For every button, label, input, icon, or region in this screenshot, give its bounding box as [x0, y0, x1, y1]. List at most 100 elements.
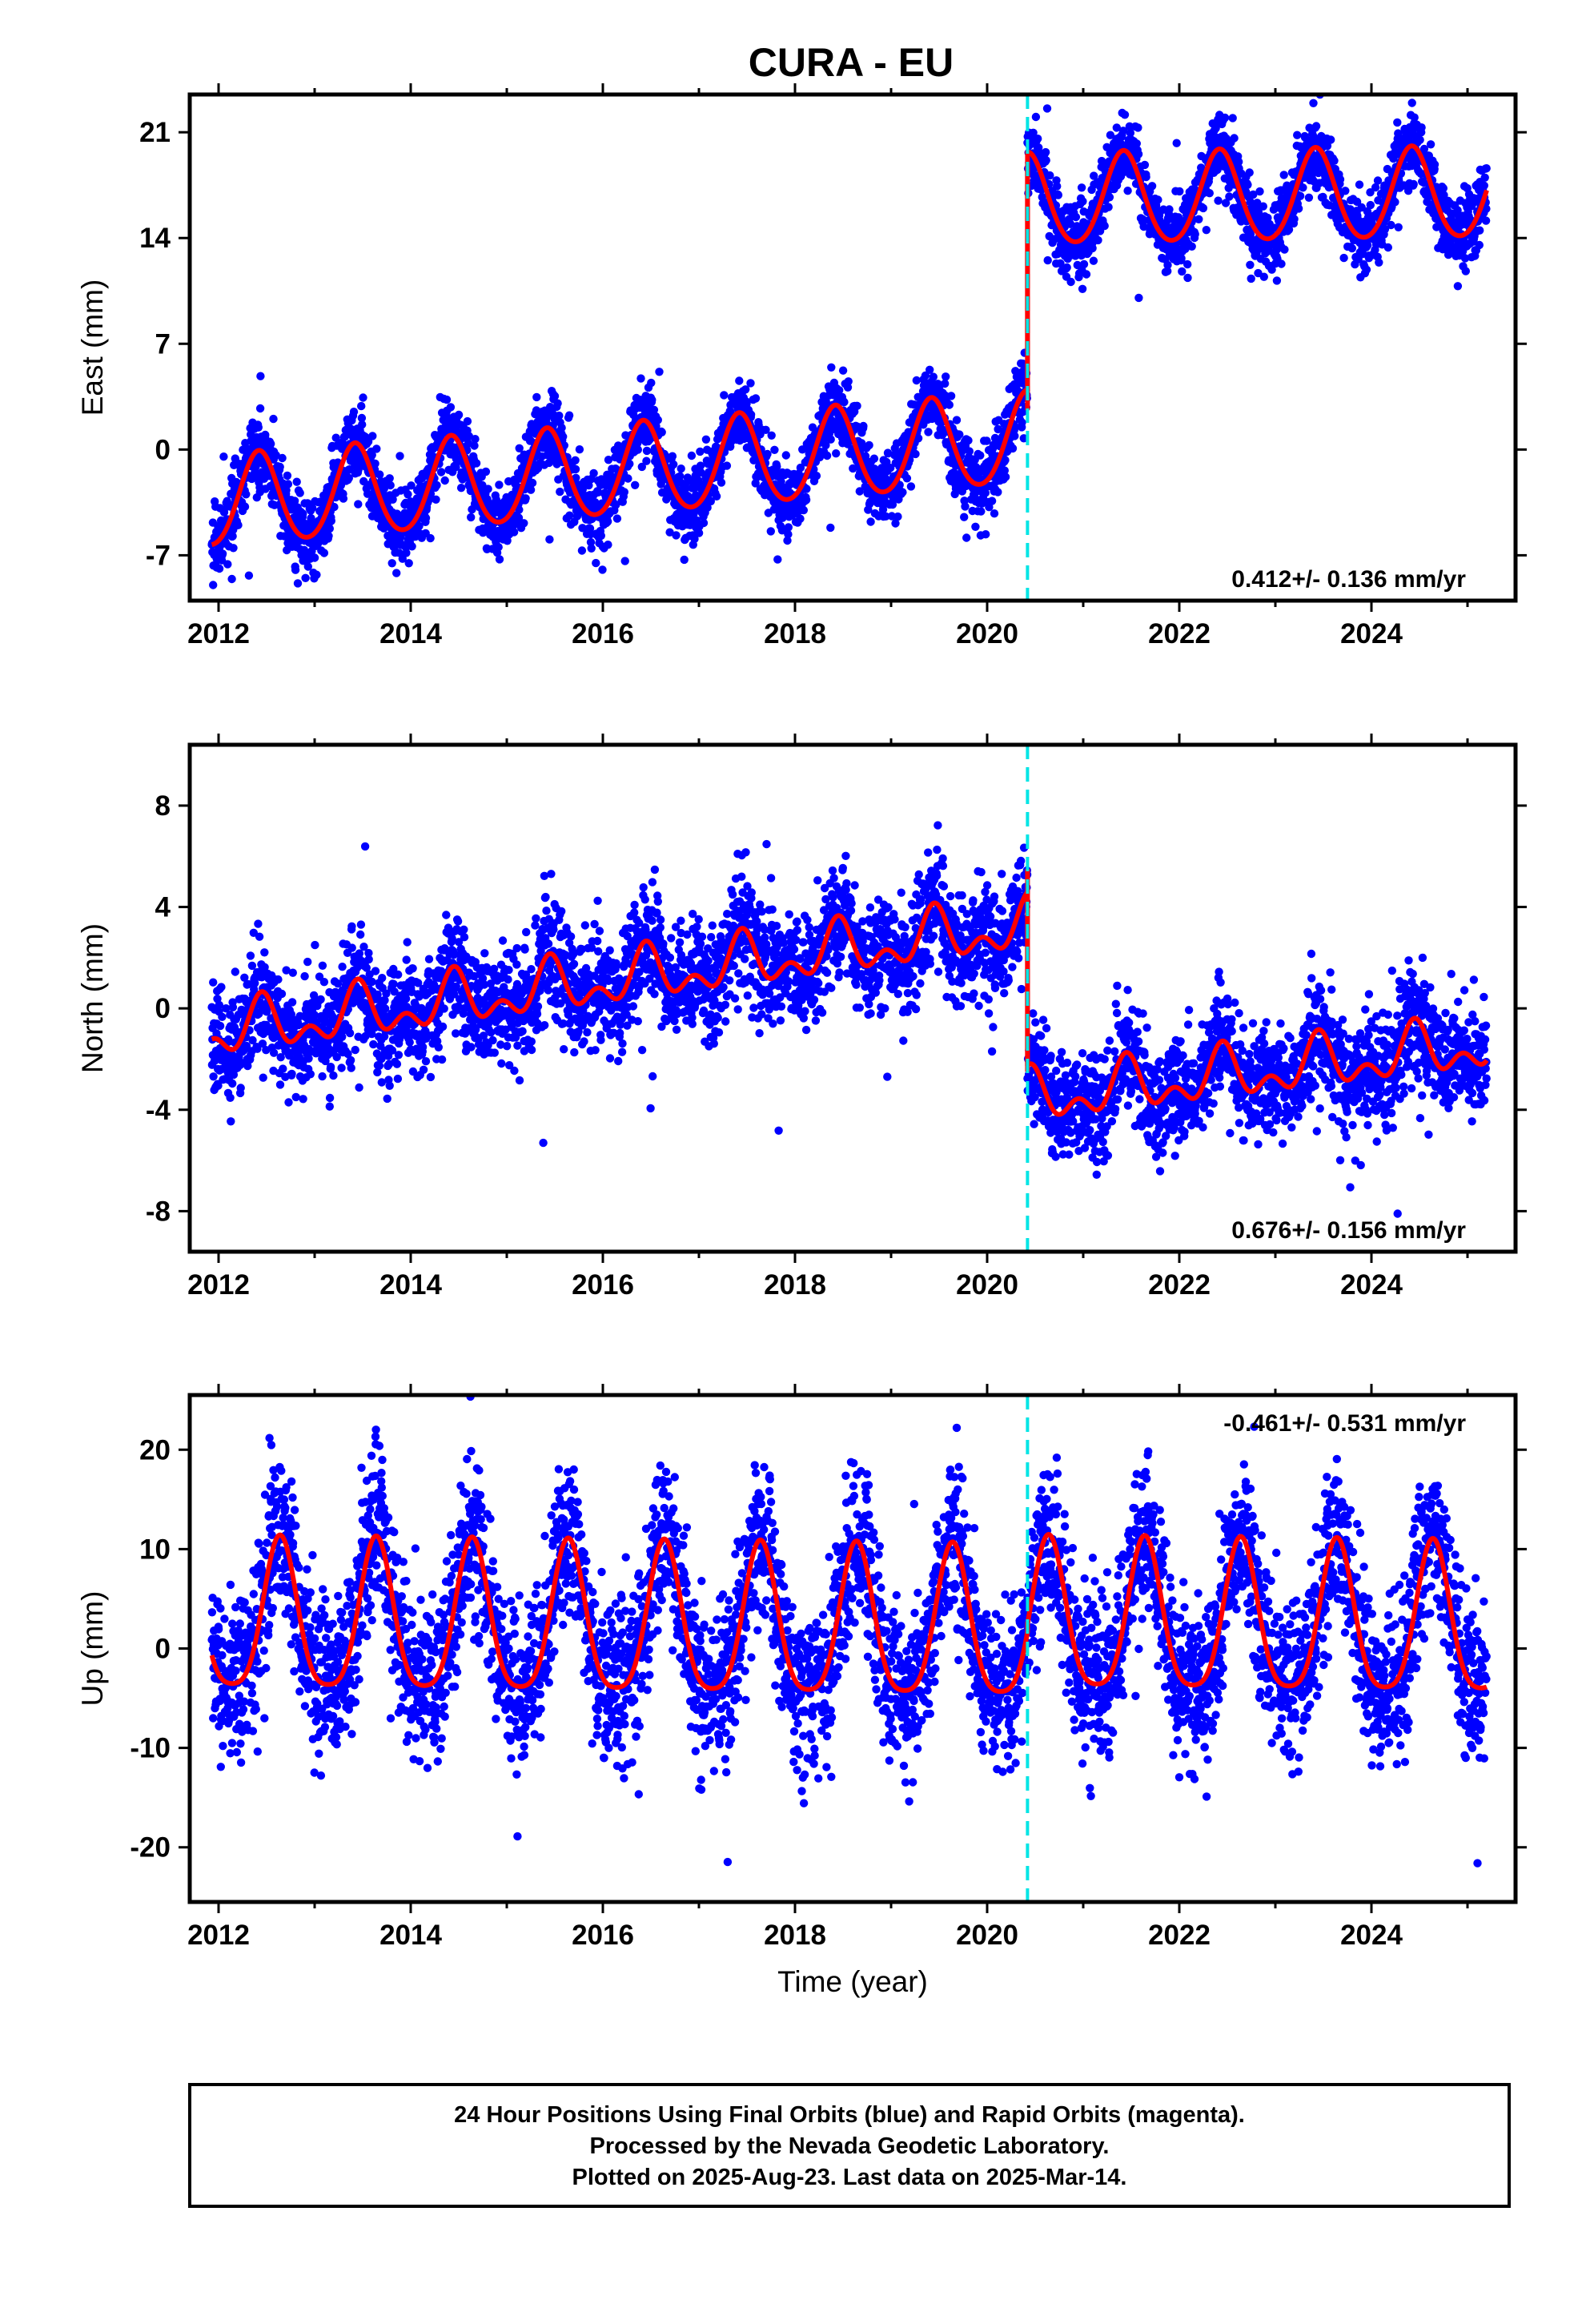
- north-data-point: [215, 1021, 225, 1031]
- east-ytick-label: 0: [155, 434, 171, 465]
- east-data-point: [869, 454, 879, 463]
- east-data-point: [1163, 260, 1172, 270]
- north-data-point: [209, 978, 218, 987]
- east-data-point: [1147, 182, 1157, 191]
- east-data-point: [283, 471, 292, 480]
- north-data-point: [291, 1092, 300, 1102]
- east-data-point: [452, 463, 460, 472]
- east-data-point: [565, 511, 574, 520]
- north-data-point: [236, 1084, 245, 1092]
- east-data-point: [637, 462, 646, 472]
- east-data-point: [1290, 215, 1299, 223]
- east-data-point: [965, 447, 974, 456]
- east-data-point: [385, 474, 394, 483]
- east-data-point: [712, 492, 721, 501]
- east-data-point: [783, 536, 792, 545]
- east-data-point: [280, 532, 289, 541]
- east-data-point: [687, 451, 697, 460]
- east-data-point: [446, 403, 456, 412]
- east-data-point: [357, 413, 367, 423]
- east-data-point: [1120, 111, 1130, 119]
- east-data-point: [699, 518, 709, 528]
- east-data-point: [251, 462, 260, 471]
- north-data-point: [231, 967, 239, 976]
- east-data-point: [1018, 418, 1026, 427]
- east-data-point: [677, 464, 685, 473]
- east-data-point: [256, 372, 265, 380]
- east-data-point: [1335, 175, 1345, 184]
- east-data-point: [952, 416, 962, 424]
- east-data-point: [746, 410, 756, 419]
- east-data-point: [282, 486, 291, 495]
- east-data-point: [1311, 122, 1321, 131]
- east-data-point: [1295, 191, 1305, 200]
- east-data-point: [1191, 230, 1199, 239]
- east-data-point: [1243, 180, 1252, 189]
- east-data-point: [1062, 263, 1071, 272]
- east-data-point: [1480, 173, 1489, 182]
- east-data-point: [653, 416, 662, 424]
- east-data-point: [746, 379, 755, 388]
- east-data-point: [1375, 258, 1383, 267]
- east-rate-label: 0.412+/- 0.136 mm/yr: [1231, 566, 1466, 593]
- east-data-point: [898, 488, 907, 497]
- east-data-point: [1259, 202, 1268, 211]
- east-data-point: [741, 385, 750, 394]
- east-data-point: [633, 445, 642, 454]
- east-data-point: [402, 549, 411, 557]
- east-data-point: [1246, 260, 1255, 269]
- east-data-point: [1330, 156, 1339, 165]
- east-data-point: [1214, 196, 1223, 205]
- east-data-point: [1202, 226, 1211, 235]
- east-data-point: [463, 416, 472, 426]
- east-data-point: [603, 517, 612, 526]
- east-data-point: [327, 517, 335, 525]
- east-data-point: [921, 371, 930, 380]
- east-data-point: [421, 513, 431, 523]
- east-data-point: [415, 521, 424, 531]
- east-data-point: [1230, 134, 1239, 143]
- east-data-point: [648, 396, 656, 404]
- east-data-point: [271, 451, 280, 460]
- east-data-point: [1172, 139, 1181, 147]
- east-data-point: [612, 514, 622, 523]
- east-data-point: [1430, 160, 1439, 169]
- east-data-point: [1054, 191, 1063, 199]
- east-data-point: [784, 530, 793, 539]
- east-data-point: [706, 497, 715, 506]
- east-data-point: [1277, 259, 1286, 268]
- north-data-point: [269, 1048, 279, 1057]
- east-data-point: [1259, 272, 1269, 281]
- east-data-point: [484, 485, 492, 493]
- east-data-point: [1341, 187, 1350, 195]
- north-data-point: [259, 1073, 267, 1082]
- east-data-point: [596, 531, 605, 541]
- east-data-point: [557, 424, 566, 432]
- east-data-point: [229, 544, 238, 553]
- east-data-point: [1177, 254, 1186, 263]
- east-data-point: [1355, 180, 1364, 189]
- figure-title: CURA - EU: [749, 40, 954, 85]
- east-data-point: [1415, 135, 1424, 144]
- east-data-point: [550, 392, 560, 400]
- east-data-point: [388, 495, 397, 504]
- east-data-point: [887, 512, 897, 521]
- east-data-point: [290, 497, 299, 505]
- east-data-point: [781, 451, 790, 460]
- east-xtick-label: 2012: [187, 618, 250, 649]
- east-data-point: [924, 428, 933, 436]
- east-data-point: [494, 543, 503, 552]
- east-data-point: [832, 449, 841, 458]
- east-data-point: [312, 570, 321, 579]
- east-data-point: [604, 456, 613, 464]
- east-data-point: [354, 500, 363, 509]
- east-data-point: [408, 542, 416, 551]
- east-data-point: [310, 553, 319, 562]
- east-data-point: [495, 480, 504, 489]
- east-data-point: [1077, 183, 1086, 192]
- east-data-point: [559, 432, 568, 441]
- east-data-point: [503, 537, 512, 545]
- east-xtick-label: 2022: [1148, 618, 1211, 649]
- east-data-point: [1228, 114, 1237, 123]
